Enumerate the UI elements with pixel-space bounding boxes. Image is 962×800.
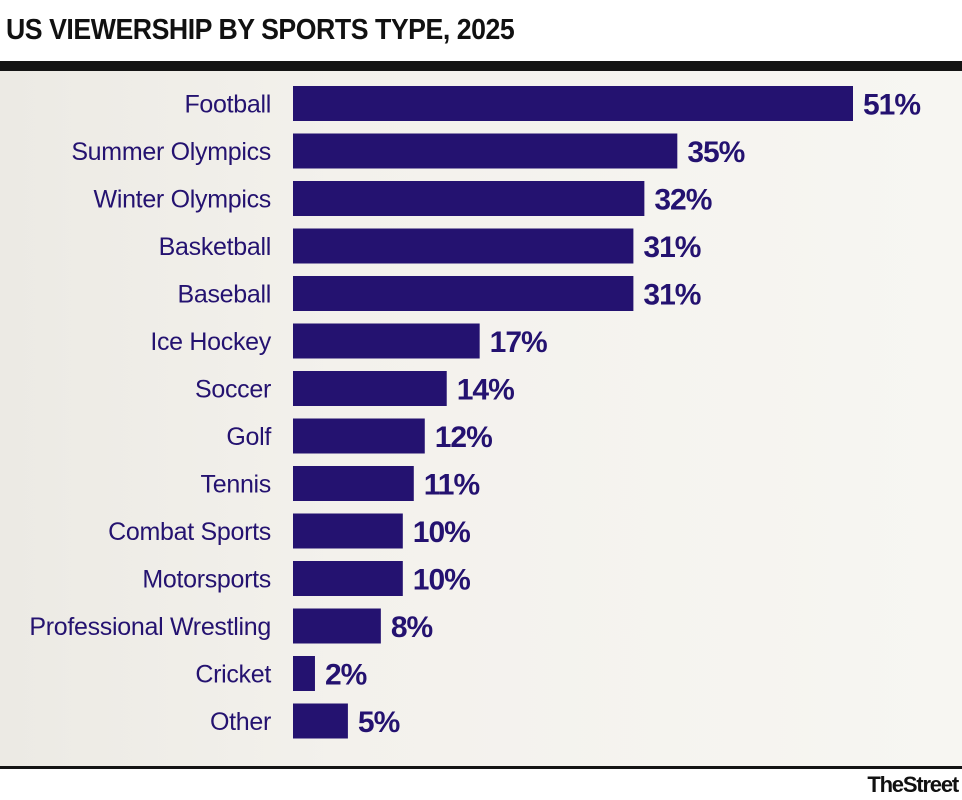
brand-logo: TheStreet: [867, 772, 959, 797]
top-rule: [0, 61, 962, 71]
category-label: Combat Sports: [108, 518, 271, 546]
category-label: Cricket: [195, 661, 271, 689]
value-label: 32%: [654, 184, 711, 217]
category-label: Soccer: [195, 376, 271, 404]
bar-ice-hockey: [293, 323, 480, 359]
value-label: 8%: [391, 611, 433, 644]
bar-tennis: [293, 466, 414, 501]
category-label: Motorsports: [142, 566, 271, 594]
bar-combat-sports: [293, 513, 403, 549]
bar-professional-wrestling: [293, 608, 381, 644]
category-label: Basketball: [159, 233, 271, 261]
bar-golf: [293, 418, 425, 454]
bottom-rule: [0, 766, 962, 769]
category-label: Professional Wrestling: [29, 613, 271, 641]
category-label: Tennis: [201, 471, 271, 499]
bar-motorsports: [293, 561, 403, 596]
value-label: 35%: [687, 136, 744, 169]
bar-cricket: [293, 656, 315, 691]
bar-summer-olympics: [293, 133, 678, 169]
value-label: 2%: [325, 659, 367, 692]
value-label: 10%: [413, 564, 470, 597]
bar-other: [293, 703, 348, 739]
bar-soccer: [293, 371, 447, 406]
bar-winter-olympics: [293, 181, 645, 216]
value-label: 10%: [413, 516, 470, 549]
category-label: Winter Olympics: [94, 186, 271, 214]
category-label: Other: [210, 708, 271, 736]
value-label: 11%: [424, 469, 480, 502]
value-label: 14%: [457, 374, 514, 407]
bar-football: [293, 86, 853, 121]
bar-baseball: [293, 276, 634, 311]
value-label: 17%: [490, 326, 547, 359]
value-label: 31%: [643, 279, 700, 312]
value-label: 12%: [435, 421, 492, 454]
value-label: 31%: [643, 231, 700, 264]
chart-title: US VIEWERSHIP BY SPORTS TYPE, 2025: [6, 14, 515, 46]
category-label: Golf: [226, 423, 271, 451]
category-label: Summer Olympics: [71, 138, 271, 166]
value-label: 5%: [358, 706, 400, 739]
category-label: Ice Hockey: [150, 328, 271, 356]
value-label: 51%: [863, 89, 920, 122]
category-label: Baseball: [178, 281, 272, 309]
bar-basketball: [293, 228, 634, 264]
category-label: Football: [184, 91, 271, 119]
